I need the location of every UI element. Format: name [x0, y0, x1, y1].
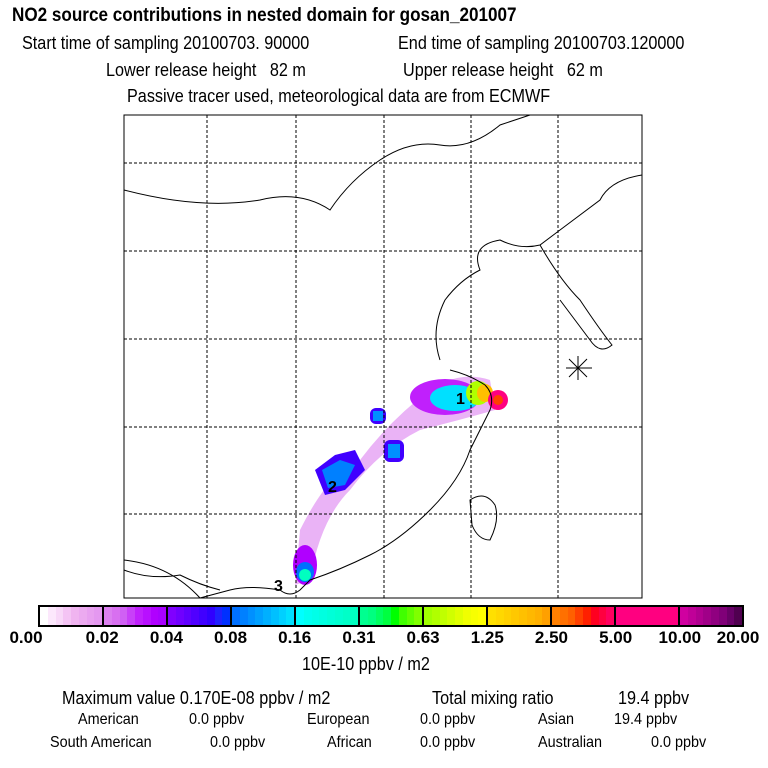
colorbar-tick-label: 20.00	[716, 628, 760, 647]
colorbar-segment	[616, 607, 680, 625]
source-label-2: 2	[328, 479, 337, 496]
upper-height: Upper release height 62 m	[403, 60, 603, 80]
region-asian-value: 19.4 ppbv	[614, 711, 678, 728]
colorbar-tick-label: 5.00	[599, 628, 633, 647]
colorbar-tick-label: 0.31	[342, 628, 376, 647]
max-value: Maximum value 0.170E-08 ppbv / m2	[62, 688, 331, 708]
map: 1 2 3	[123, 114, 643, 599]
source-label-3: 3	[274, 578, 283, 595]
note: Passive tracer used, meteorological data…	[127, 86, 551, 106]
region-south-american: South American	[50, 734, 152, 751]
colorbar-segment	[232, 607, 296, 625]
lower-height: Lower release height 82 m	[106, 60, 306, 80]
region-american: American	[78, 711, 139, 728]
map-frame	[123, 114, 643, 599]
colorbar-tick-label: 0.16	[278, 628, 312, 647]
colorbar-tick-label: 0.02	[85, 628, 119, 647]
colorbar-segment	[552, 607, 616, 625]
colorbar-tick-label: 1.25	[470, 628, 504, 647]
region-australian: Australian	[538, 734, 603, 751]
region-european: European	[307, 711, 370, 728]
source-label-1: 1	[456, 391, 465, 408]
colorbar-segment	[168, 607, 232, 625]
region-american-value: 0.0 ppbv	[189, 711, 245, 728]
start-time: Start time of sampling 20100703. 90000	[22, 33, 310, 53]
region-european-value: 0.0 ppbv	[420, 711, 476, 728]
colorbar-segment	[104, 607, 168, 625]
release-site-marker	[566, 356, 592, 380]
region-australian-value: 0.0 ppbv	[651, 734, 707, 751]
colorbar-tick-label: 2.50	[534, 628, 568, 647]
region-african: African	[327, 734, 372, 751]
region-african-value: 0.0 ppbv	[420, 734, 476, 751]
colorbar-segment	[40, 607, 104, 625]
total-value: 19.4 ppbv	[618, 688, 690, 708]
colorbar-tick-label: 0.63	[406, 628, 440, 647]
total-label: Total mixing ratio	[432, 688, 554, 708]
colorbar-segment	[360, 607, 424, 625]
colorbar-segment	[488, 607, 552, 625]
region-asian: Asian	[538, 711, 575, 728]
coastlines	[123, 114, 643, 599]
colorbar-segment	[424, 607, 488, 625]
region-south-american-value: 0.0 ppbv	[210, 734, 266, 751]
end-time: End time of sampling 20100703.120000	[398, 33, 685, 53]
colorbar-tick-label: 0.08	[213, 628, 248, 647]
colorbar-tick-label: 0.04	[149, 628, 183, 647]
plume	[293, 376, 508, 585]
colorbar-segment	[296, 607, 360, 625]
colorbar-unit: 10E-10 ppbv / m2	[302, 654, 430, 674]
colorbar-tick-label: 10.00	[658, 628, 702, 647]
colorbar	[38, 605, 744, 627]
gridlines	[124, 115, 642, 598]
colorbar-segment	[680, 607, 742, 625]
chart-title: NO2 source contributions in nested domai…	[12, 5, 517, 26]
colorbar-tick-label: 0.00	[9, 628, 43, 647]
